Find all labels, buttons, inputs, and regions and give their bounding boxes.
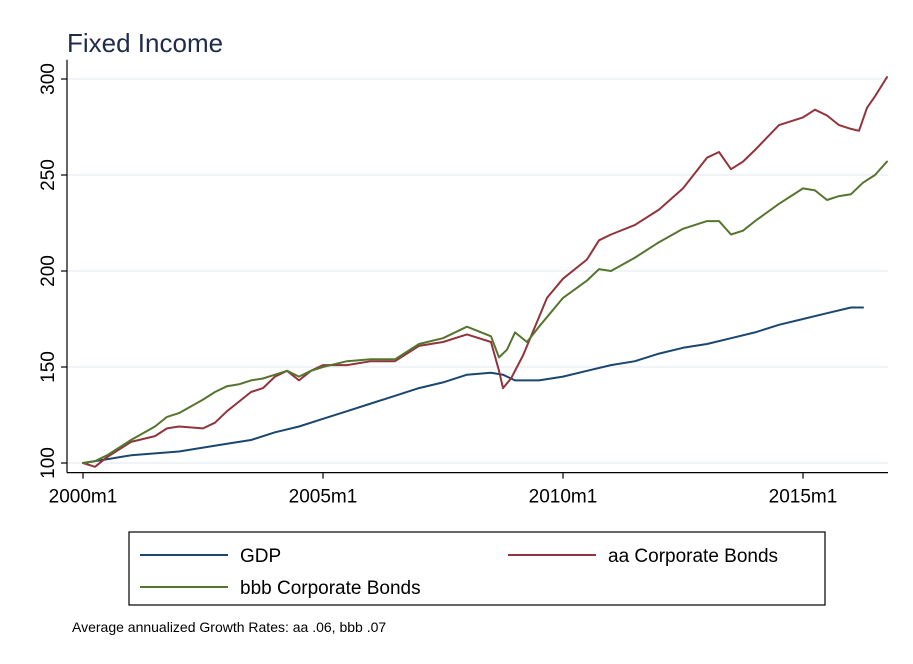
x-tick-label: 2005m1 <box>289 487 358 508</box>
y-tick-label: 250 <box>38 159 59 191</box>
series-line-bbb-corporate-bonds <box>82 160 888 464</box>
series-line-aa-corporate-bonds <box>82 76 888 468</box>
axes: 100 150 200 250 300 2000m1 2005m1 2010m1 2015m1 <box>38 59 888 508</box>
series-lines <box>82 76 888 468</box>
x-tick-label: 2000m1 <box>49 487 118 508</box>
y-tick-label: 200 <box>38 255 59 287</box>
legend-label: GDP <box>240 546 281 567</box>
y-tick-label: 300 <box>38 63 59 95</box>
x-tick-label: 2010m1 <box>529 487 598 508</box>
legend: GDP aa Corporate Bonds bbb Corporate Bonds <box>140 546 778 599</box>
gridlines <box>67 78 888 464</box>
chart-title: Fixed Income <box>67 28 223 58</box>
y-tick-label: 150 <box>38 351 59 383</box>
legend-label: aa Corporate Bonds <box>608 546 778 567</box>
series-line-gdp <box>82 306 864 464</box>
chart-note: Average annualized Growth Rates: aa .06,… <box>72 619 386 635</box>
x-tick-label: 2015m1 <box>769 487 838 508</box>
legend-label: bbb Corporate Bonds <box>240 578 421 599</box>
y-tick-label: 100 <box>38 447 59 479</box>
legend-box <box>128 531 826 606</box>
